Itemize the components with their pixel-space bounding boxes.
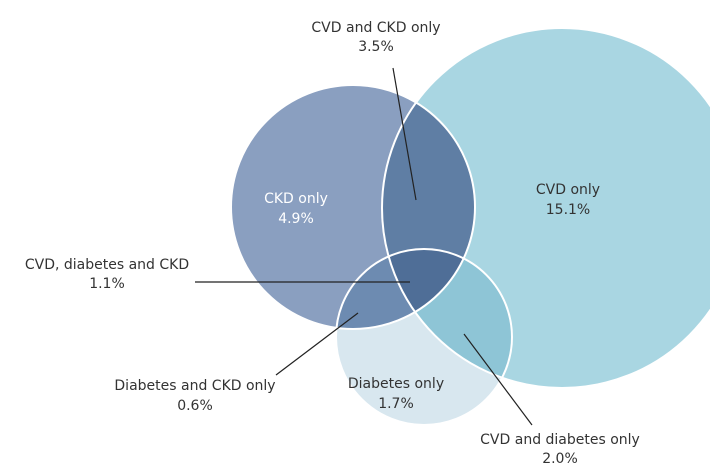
region-label: Diabetes and CKD only xyxy=(114,378,275,394)
region-value: 15.1% xyxy=(546,202,590,218)
region-label: CVD and diabetes only xyxy=(480,432,640,448)
leader-line xyxy=(392,67,417,201)
cvd-outline xyxy=(381,27,710,389)
region-value: 4.9% xyxy=(278,211,314,227)
leader-line xyxy=(275,312,359,376)
diabetes-outline xyxy=(335,248,513,426)
region-value: 0.6% xyxy=(177,398,213,414)
region-value: 1.1% xyxy=(89,276,125,292)
region-label: Diabetes only xyxy=(348,376,444,392)
region-label: CVD and CKD only xyxy=(311,20,440,36)
region-label: CVD only xyxy=(536,182,600,198)
region-value: 1.7% xyxy=(378,396,414,412)
leader-line xyxy=(463,333,533,426)
region-label: CKD only xyxy=(264,191,328,207)
ckd-outline xyxy=(230,84,476,330)
region-value: 3.5% xyxy=(358,39,394,55)
region-label: CVD, diabetes and CKD xyxy=(25,257,189,273)
region-value: 2.0% xyxy=(542,451,578,466)
